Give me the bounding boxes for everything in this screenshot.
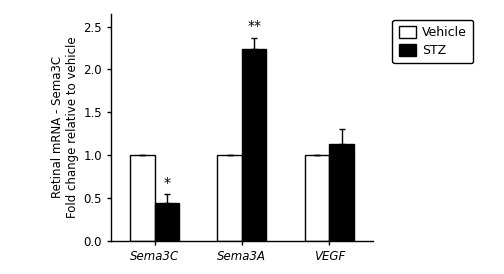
Bar	[242, 49, 267, 241]
Bar	[155, 202, 179, 241]
Bar	[217, 155, 242, 241]
Bar	[329, 144, 354, 241]
Text: **: **	[247, 19, 261, 33]
Legend: Vehicle, STZ: Vehicle, STZ	[392, 20, 473, 64]
Y-axis label: Retinal mRNA - Sema3C
Fold change relative to vehicle: Retinal mRNA - Sema3C Fold change relati…	[51, 37, 79, 218]
Text: *: *	[163, 176, 170, 190]
Bar	[130, 155, 155, 241]
Bar	[305, 155, 329, 241]
